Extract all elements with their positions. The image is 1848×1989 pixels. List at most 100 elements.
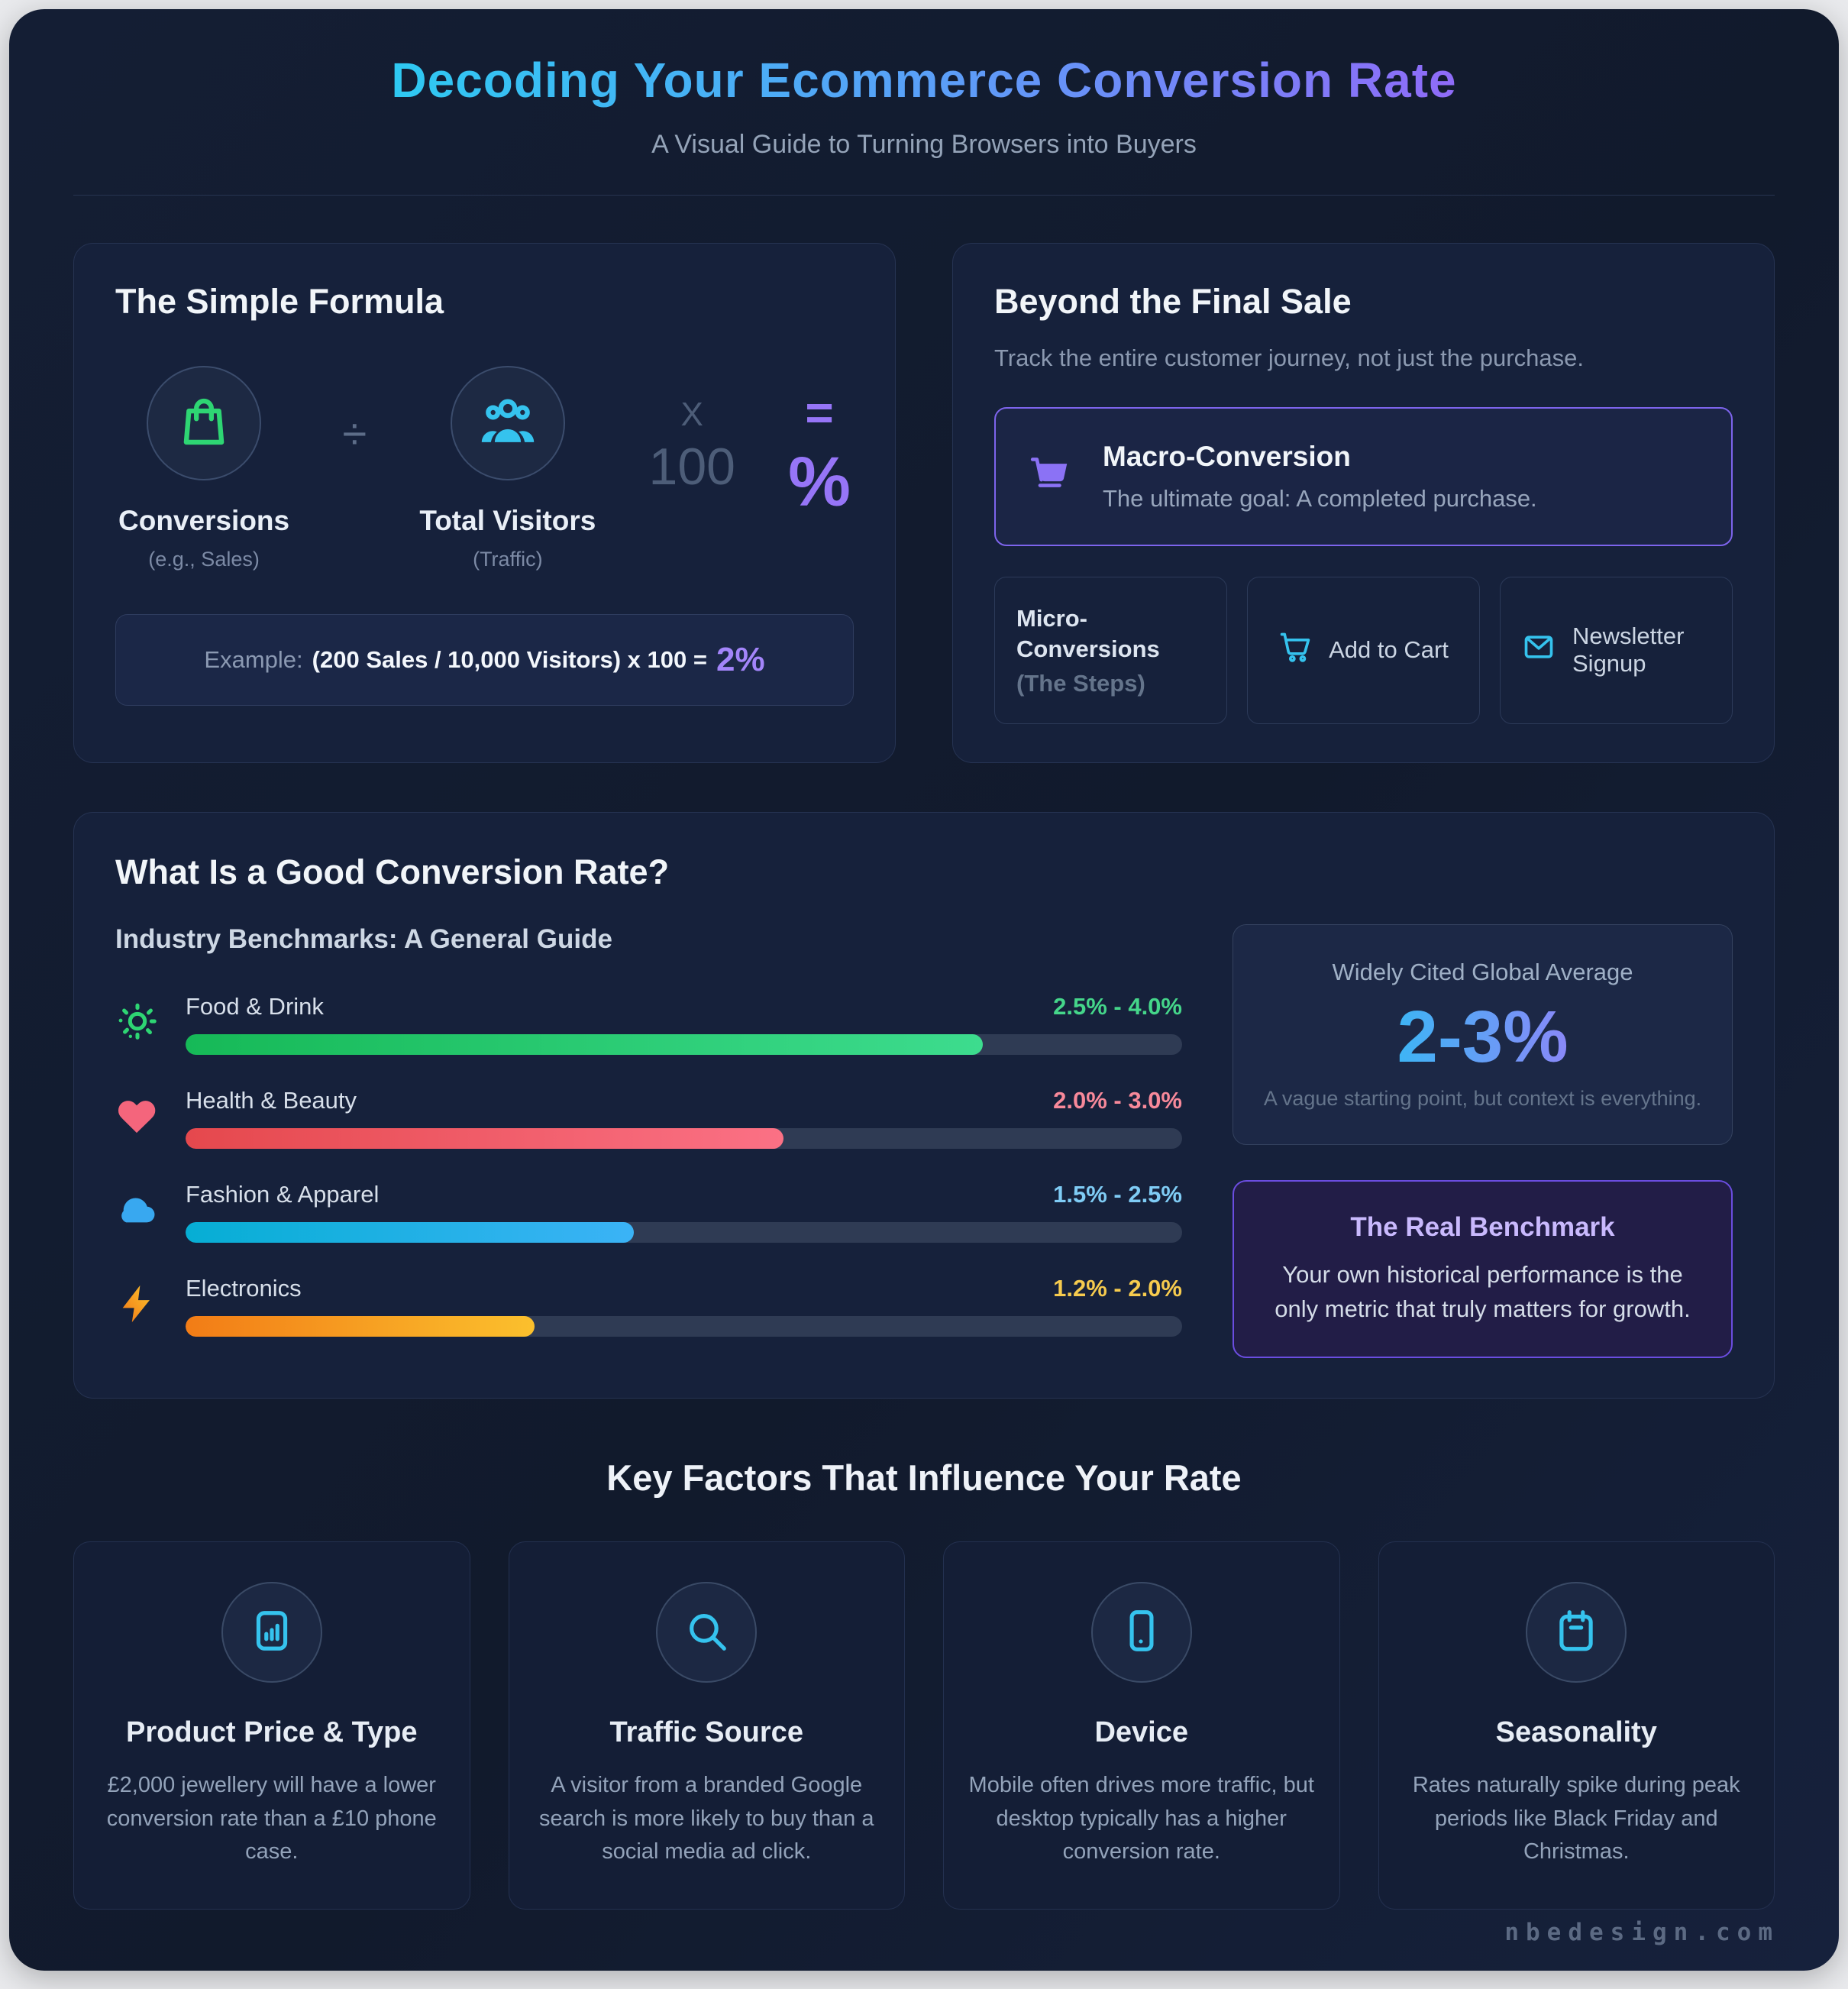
page-title: Decoding Your Ecommerce Conversion Rate: [391, 53, 1457, 108]
benchmarks-card: What Is a Good Conversion Rate? Industry…: [73, 811, 1775, 1399]
macro-conversion-description: The ultimate goal: A completed purchase.: [1103, 485, 1537, 512]
bar-track: [186, 1315, 1182, 1337]
benchmarks-content: Industry Benchmarks: A General Guide: [115, 923, 1733, 1359]
visitors-unit: Total Visitors (Traffic): [419, 366, 596, 571]
industry-bar-list: Food & Drink 2.5% - 4.0%: [115, 993, 1182, 1337]
factor-card-device: Device Mobile often drives more traffic,…: [943, 1541, 1340, 1910]
factor-circle: [1090, 1582, 1192, 1683]
example-prefix: Example:: [204, 646, 303, 674]
newsletter-signup-label: Newsletter Signup: [1572, 623, 1685, 678]
factors-row: Product Price & Type £2,000 jewellery wi…: [9, 1541, 1839, 1910]
factor-card-traffic: Traffic Source A visitor from a branded …: [508, 1541, 905, 1910]
cart-outline-icon: [1278, 630, 1312, 670]
add-to-cart-label: Add to Cart: [1329, 636, 1449, 664]
factor-card-seasonality: Seasonality Rates naturally spike during…: [1378, 1541, 1775, 1910]
users-icon: [479, 393, 537, 454]
price-chart-icon: [248, 1607, 296, 1658]
factor-text: Mobile often drives more traffic, but de…: [968, 1773, 1314, 1864]
factor-text: A visitor from a branded Google search i…: [539, 1773, 874, 1864]
macro-conversion-texts: Macro-Conversion The ultimate goal: A co…: [1103, 441, 1537, 513]
industry-range-value: 2.0% - 3.0%: [1053, 1086, 1182, 1114]
factor-text: £2,000 jewellery will have a lower conve…: [106, 1773, 437, 1864]
industry-row-health-beauty: Health & Beauty 2.0% - 3.0%: [115, 1087, 1182, 1149]
bar-fill: [186, 1127, 783, 1149]
watermark: nbedesign.com: [1504, 1919, 1779, 1946]
factor-title: Product Price & Type: [125, 1716, 418, 1749]
micro-conversions-box: Micro-Conversions (The Steps): [994, 577, 1227, 724]
formula-row: Conversions (e.g., Sales) ÷: [115, 366, 854, 571]
conversions-label: Conversions: [118, 505, 290, 536]
heart-icon: [115, 1095, 186, 1141]
industry-main: Electronics 1.2% - 2.0%: [186, 1275, 1182, 1337]
factor-text: Rates naturally spike during peak period…: [1412, 1773, 1740, 1864]
conversions-circle: [147, 366, 262, 480]
calendar-icon: [1552, 1607, 1600, 1658]
industry-range-value: 1.5% - 2.5%: [1053, 1180, 1182, 1208]
industry-label: Food & Drink: [186, 992, 324, 1020]
conversions-unit: Conversions (e.g., Sales): [118, 366, 289, 571]
factor-title: Traffic Source: [609, 1716, 803, 1749]
newsletter-signup-box: Newsletter Signup: [1500, 577, 1733, 724]
journey-card-title: Beyond the Final Sale: [994, 282, 1352, 321]
real-benchmark-title: The Real Benchmark: [1350, 1211, 1615, 1242]
bar-fill: [186, 1033, 983, 1055]
macro-conversion-title: Macro-Conversion: [1103, 441, 1351, 472]
factor-circle: [1526, 1582, 1627, 1683]
factor-card-price: Product Price & Type £2,000 jewellery wi…: [73, 1541, 470, 1910]
simple-formula-card: The Simple Formula Conversions (e.g., Sa…: [73, 243, 896, 763]
equals-symbol: =: [805, 385, 834, 441]
micro-conversions-row: Micro-Conversions (The Steps) Add to Car…: [994, 577, 1733, 724]
top-row: The Simple Formula Conversions (e.g., Sa…: [9, 243, 1839, 763]
visitors-sublabel: (Traffic): [473, 548, 543, 571]
shopping-bag-icon: [175, 393, 233, 454]
smartphone-icon: [1118, 1607, 1165, 1658]
example-result: 2%: [716, 641, 765, 679]
macro-conversion-box: Macro-Conversion The ultimate goal: A co…: [994, 407, 1733, 546]
envelope-icon: [1522, 630, 1556, 670]
industry-label: Fashion & Apparel: [186, 1180, 380, 1208]
times-symbol: X: [680, 395, 703, 433]
conversions-sublabel: (e.g., Sales): [148, 548, 260, 571]
factor-title: Device: [1094, 1716, 1189, 1749]
industry-main: Health & Beauty 2.0% - 3.0%: [186, 1087, 1182, 1149]
industry-main: Food & Drink 2.5% - 4.0%: [186, 993, 1182, 1055]
industry-row-food-drink: Food & Drink 2.5% - 4.0%: [115, 993, 1182, 1055]
bar-fill: [186, 1221, 635, 1243]
hundred-value: 100: [648, 437, 735, 496]
times-100: X 100: [649, 396, 735, 496]
factors-title: Key Factors That Influence Your Rate: [606, 1457, 1242, 1499]
cloud-icon: [115, 1189, 186, 1235]
industry-row-electronics: Electronics 1.2% - 2.0%: [115, 1275, 1182, 1337]
micro-conversions-title: Micro-Conversions: [1016, 605, 1160, 663]
header: Decoding Your Ecommerce Conversion Rate …: [9, 9, 1839, 196]
visitors-circle: [450, 366, 565, 480]
global-average-box: Widely Cited Global Average 2-3% A vague…: [1233, 923, 1733, 1145]
search-icon: [683, 1607, 730, 1658]
percent-symbol: %: [788, 443, 851, 522]
industry-label: Electronics: [186, 1274, 302, 1302]
real-benchmark-box: The Real Benchmark Your own historical p…: [1233, 1179, 1733, 1359]
real-benchmark-text: Your own historical performance is the o…: [1275, 1260, 1691, 1322]
journey-card-subtitle: Track the entire customer journey, not j…: [994, 344, 1584, 371]
global-average-label: Widely Cited Global Average: [1332, 958, 1633, 985]
beyond-final-sale-card: Beyond the Final Sale Track the entire c…: [952, 243, 1775, 763]
lightning-icon: [115, 1282, 186, 1330]
factor-circle: [221, 1582, 322, 1683]
equals-percent: = %: [788, 384, 851, 522]
global-average-caption: A vague starting point, but context is e…: [1263, 1086, 1702, 1110]
page-subtitle: A Visual Guide to Turning Browsers into …: [651, 130, 1197, 159]
benchmarks-side: Widely Cited Global Average 2-3% A vague…: [1233, 923, 1733, 1359]
benchmarks-subtitle: Industry Benchmarks: A General Guide: [115, 923, 612, 954]
global-average-value: 2-3%: [1397, 995, 1569, 1078]
formula-example: Example: (200 Sales / 10,000 Visitors) x…: [115, 614, 854, 707]
sun-burst-icon: [115, 1000, 186, 1048]
shopping-cart-icon: [1029, 454, 1072, 500]
header-divider: [73, 195, 1775, 196]
benchmarks-title: What Is a Good Conversion Rate?: [115, 852, 670, 891]
visitors-label: Total Visitors: [419, 505, 596, 536]
bar-track: [186, 1221, 1182, 1243]
example-expression: (200 Sales / 10,000 Visitors) x 100 =: [312, 646, 707, 674]
industry-main: Fashion & Apparel 1.5% - 2.5%: [186, 1181, 1182, 1243]
industry-range-value: 1.2% - 2.0%: [1053, 1274, 1182, 1302]
bar-fill: [186, 1315, 535, 1337]
